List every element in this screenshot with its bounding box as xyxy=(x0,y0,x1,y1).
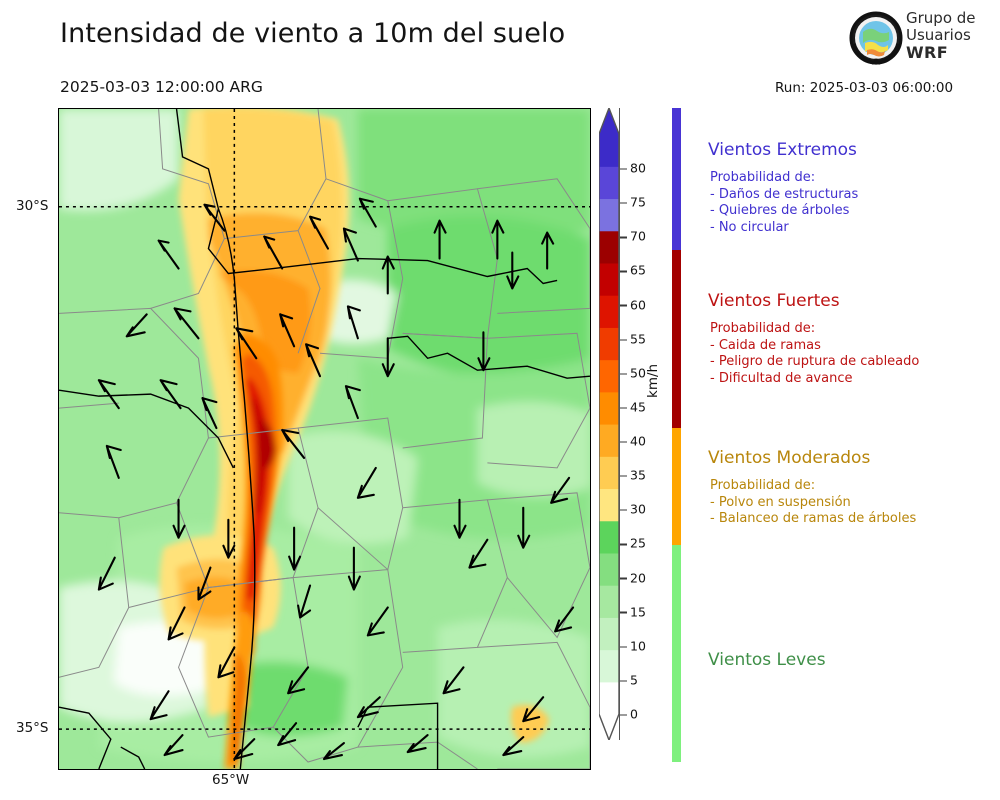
colorbar-tick-label: 10 xyxy=(620,638,646,653)
legend-detail-line: - Balanceo de ramas de árboles xyxy=(710,511,917,526)
colorbar-segment xyxy=(599,456,619,490)
legend-group-title: Vientos Fuertes xyxy=(708,291,840,311)
colorbar-tick-label: 0 xyxy=(620,707,638,722)
map-gridlines xyxy=(59,109,590,769)
legend-detail-line: - Daños de estructuras xyxy=(710,186,859,202)
colorbar-tick-label: 60 xyxy=(620,297,646,312)
colorbar-tick-label: 5 xyxy=(620,672,638,687)
colorbar-segment xyxy=(599,585,619,618)
colorbar-segment xyxy=(599,552,619,586)
colorbar-tick-label: 30 xyxy=(620,502,646,517)
lon-label-65w: 65°W xyxy=(212,772,250,788)
logo-text: Grupo de Usuarios WRF xyxy=(906,9,998,62)
run-time-label: Run: 2025-03-03 06:00:00 xyxy=(775,80,954,96)
map-canvas xyxy=(59,109,590,769)
colorbar xyxy=(599,108,619,740)
legend-group-details: Probabilidad de: - Polvo en suspensión - B… xyxy=(710,478,1000,528)
legend-group-title: Vientos Extremos xyxy=(708,140,857,160)
colorbar-segment xyxy=(599,424,619,457)
logo-line-3: WRF xyxy=(906,43,949,62)
legend-detail-line: - Peligro de ruptura de cableado xyxy=(710,354,920,369)
legend-detail-line: - No circular xyxy=(710,219,789,235)
legend-detail-line: Probabilidad de: xyxy=(710,321,816,336)
globe-emblem-icon xyxy=(849,11,903,65)
legend-color-bar xyxy=(672,250,681,428)
colorbar-tick-label: 55 xyxy=(620,331,646,346)
colorbar-ticks: 0 5 10 15 20 25 30 35 40 45 50 55 60 65 70 75 80 xyxy=(620,108,660,740)
legend-group-details: Probabilidad de: - Daños de estructuras - … xyxy=(710,170,1000,236)
wind-field-red-core xyxy=(224,333,283,769)
legend-group: Vientos Leves xyxy=(708,650,1000,680)
logo-line-2: Usuarios xyxy=(906,26,971,44)
legend-group: Vientos Fuertes Probabilidad de: - Caida d… xyxy=(708,291,1000,387)
colorbar-tick-label: 80 xyxy=(620,161,646,176)
colorbar-tick-label: 40 xyxy=(620,434,646,449)
legend-color-bar xyxy=(672,545,681,762)
legend-color-bar xyxy=(672,108,681,250)
colorbar-segment xyxy=(599,134,619,167)
legend-group-title: Vientos Leves xyxy=(708,650,826,670)
colorbar-tick-label: 45 xyxy=(620,399,646,414)
legend-detail-line: Probabilidad de: xyxy=(710,478,816,493)
colorbar-tick-label: 50 xyxy=(620,365,646,380)
colorbar-segment xyxy=(599,166,619,200)
colorbar-tick-label: 20 xyxy=(620,570,646,585)
colorbar-segment xyxy=(599,327,619,361)
colorbar-segment xyxy=(599,391,619,425)
legend-detail-line: Probabilidad de: xyxy=(710,170,816,185)
colorbar-extend-low xyxy=(599,713,619,740)
page-title: Intensidad de viento a 10m del suelo xyxy=(60,18,566,49)
wind-arrows xyxy=(97,197,575,761)
colorbar-tick-label: 70 xyxy=(620,229,646,244)
colorbar-segment xyxy=(599,520,619,554)
colorbar-segment xyxy=(599,359,619,393)
colorbar-segment xyxy=(599,230,619,264)
colorbar-segment xyxy=(599,198,619,232)
lat-label-35s: 35°S xyxy=(16,720,49,736)
legend-group: Vientos Extremos Probabilidad de: - Daños … xyxy=(708,140,1000,236)
colorbar-unit-label: km/h xyxy=(645,363,661,398)
colorbar-tick-label: 15 xyxy=(620,604,646,619)
legend-group-details: Probabilidad de: - Caida de ramas - Peligr… xyxy=(710,321,1000,387)
colorbar-segment xyxy=(599,649,619,683)
legend-panel: Vientos Extremos Probabilidad de: - Daños … xyxy=(672,108,1000,768)
legend-detail-line: - Dificultad de avance xyxy=(710,370,853,386)
wind-intensity-map[interactable] xyxy=(58,108,591,770)
legend-color-bar xyxy=(672,428,681,545)
colorbar-tick-label: 35 xyxy=(620,468,646,483)
lat-label-30s: 30°S xyxy=(16,198,49,214)
legend-detail-line: - Polvo en suspensión xyxy=(710,494,851,510)
colorbar-segment xyxy=(599,262,619,296)
colorbar-segment xyxy=(599,488,619,522)
valid-time-label: 2025-03-03 12:00:00 ARG xyxy=(60,78,263,96)
legend-group-title: Vientos Moderados xyxy=(708,448,871,468)
logo: Grupo de Usuarios WRF xyxy=(848,8,998,70)
colorbar-tick-label: 25 xyxy=(620,536,646,551)
colorbar-axis-line xyxy=(619,108,621,740)
legend-group: Vientos Moderados Probabilidad de: - Polvo… xyxy=(708,448,1000,528)
logo-line-1: Grupo de xyxy=(906,9,976,27)
colorbar-segment xyxy=(599,617,619,651)
colorbar-extend-high xyxy=(599,108,619,134)
legend-detail-line: - Quiebres de árboles xyxy=(710,203,850,218)
colorbar-tick-label: 75 xyxy=(620,195,646,210)
colorbar-segment xyxy=(599,681,619,715)
legend-detail-line: - Caida de ramas xyxy=(710,337,821,353)
colorbar-tick-label: 65 xyxy=(620,263,646,278)
colorbar-segment xyxy=(599,295,619,328)
